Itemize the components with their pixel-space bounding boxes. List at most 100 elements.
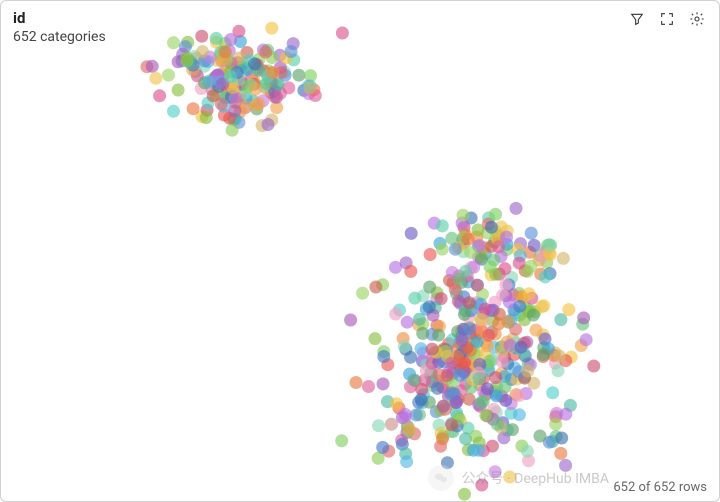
settings-button[interactable] bbox=[687, 9, 707, 29]
scatter-point bbox=[426, 343, 439, 356]
scatter-point bbox=[528, 239, 541, 252]
scatter-point bbox=[189, 65, 202, 78]
scatter-point bbox=[458, 365, 471, 378]
scatter-point bbox=[472, 444, 485, 457]
fullscreen-button[interactable] bbox=[657, 9, 677, 29]
scatter-point bbox=[459, 228, 472, 241]
scatter-point bbox=[449, 283, 462, 296]
scatter-point bbox=[270, 101, 283, 114]
scatter-point bbox=[478, 336, 491, 349]
scatter-point bbox=[487, 254, 500, 267]
scatter-point bbox=[259, 46, 272, 59]
scatter-point bbox=[442, 390, 455, 403]
scatter-point bbox=[452, 393, 465, 406]
scatter-point bbox=[209, 71, 222, 84]
scatter-point bbox=[500, 238, 513, 251]
scatter-point bbox=[475, 250, 488, 263]
scatter-point bbox=[381, 395, 394, 408]
scatter-point bbox=[477, 385, 490, 398]
scatter-point bbox=[536, 250, 549, 263]
scatter-point bbox=[455, 384, 468, 397]
scatter-point bbox=[461, 270, 474, 283]
scatter-point bbox=[500, 231, 513, 244]
scatter-point bbox=[488, 296, 501, 309]
scatter-point bbox=[211, 54, 224, 67]
scatter-point bbox=[479, 247, 492, 260]
scatter-point bbox=[465, 345, 478, 358]
scatter-point bbox=[459, 377, 472, 390]
scatter-point bbox=[457, 236, 470, 249]
scatter-point bbox=[215, 97, 228, 110]
scatter-point bbox=[485, 268, 498, 281]
scatter-point bbox=[437, 344, 450, 357]
scatter-point bbox=[496, 289, 509, 302]
scatter-point bbox=[487, 413, 500, 426]
scatter-point bbox=[304, 69, 317, 82]
scatter-point bbox=[202, 97, 215, 110]
scatter-point bbox=[539, 246, 552, 259]
scatter-point bbox=[441, 350, 454, 363]
scatter-point bbox=[486, 314, 499, 327]
scatter-point bbox=[495, 421, 508, 434]
scatter-point bbox=[412, 396, 425, 409]
scatter-point bbox=[455, 359, 468, 372]
scatter-point bbox=[426, 375, 439, 388]
scatter-point bbox=[537, 328, 550, 341]
scatter-point bbox=[369, 281, 382, 294]
scatter-point bbox=[489, 225, 502, 238]
scatter-point bbox=[508, 348, 521, 361]
scatter-point bbox=[515, 440, 528, 453]
scatter-point bbox=[474, 298, 487, 311]
scatter-point bbox=[453, 273, 466, 286]
scatter-point bbox=[186, 63, 199, 76]
scatter-point bbox=[464, 344, 477, 357]
scatter-point bbox=[472, 240, 485, 253]
scatter-point bbox=[468, 348, 481, 361]
scatter-point bbox=[399, 408, 412, 421]
scatter-point bbox=[452, 241, 465, 254]
panel-toolbar bbox=[627, 9, 707, 29]
scatter-point bbox=[207, 75, 220, 88]
scatter-point bbox=[239, 101, 252, 114]
scatter-point bbox=[467, 261, 480, 274]
scatter-point bbox=[372, 452, 385, 465]
scatter-point bbox=[344, 314, 357, 327]
scatter-point bbox=[463, 336, 476, 349]
scatter-point bbox=[432, 375, 445, 388]
scatter-point bbox=[250, 98, 263, 111]
scatter-point bbox=[479, 348, 492, 361]
scatter-point bbox=[162, 69, 175, 82]
scatter-point bbox=[225, 81, 238, 94]
scatter-point bbox=[522, 305, 535, 318]
scatter-point bbox=[482, 329, 495, 342]
scatter-point bbox=[438, 355, 451, 368]
scatter-point bbox=[356, 287, 369, 300]
scatter-point bbox=[471, 327, 484, 340]
scatter-point bbox=[501, 357, 514, 370]
scatter-point bbox=[265, 86, 278, 99]
scatter-point bbox=[523, 246, 536, 259]
scatter-point bbox=[252, 97, 265, 110]
scatter-point bbox=[435, 427, 448, 440]
scatter-point bbox=[495, 367, 508, 380]
panel-header: id 652 categories bbox=[13, 9, 707, 45]
filter-button[interactable] bbox=[627, 9, 647, 29]
scatter-point bbox=[423, 396, 436, 409]
scatter-point bbox=[216, 77, 229, 90]
scatter-point bbox=[408, 292, 421, 305]
scatter-point bbox=[535, 300, 548, 313]
scatter-point bbox=[431, 382, 444, 395]
scatter-point bbox=[481, 409, 494, 422]
scatter-point bbox=[458, 488, 471, 501]
scatter-point bbox=[518, 371, 531, 384]
scatter-point bbox=[268, 84, 281, 97]
scatter-point bbox=[232, 52, 245, 65]
scatter-point bbox=[439, 345, 452, 358]
scatter-point bbox=[427, 309, 440, 322]
scatter-point bbox=[513, 300, 526, 313]
scatter-point bbox=[521, 265, 534, 278]
scatter-point bbox=[469, 324, 482, 337]
scatter-point bbox=[415, 342, 428, 355]
scatter-point bbox=[217, 49, 230, 62]
scatter-point bbox=[224, 65, 237, 78]
